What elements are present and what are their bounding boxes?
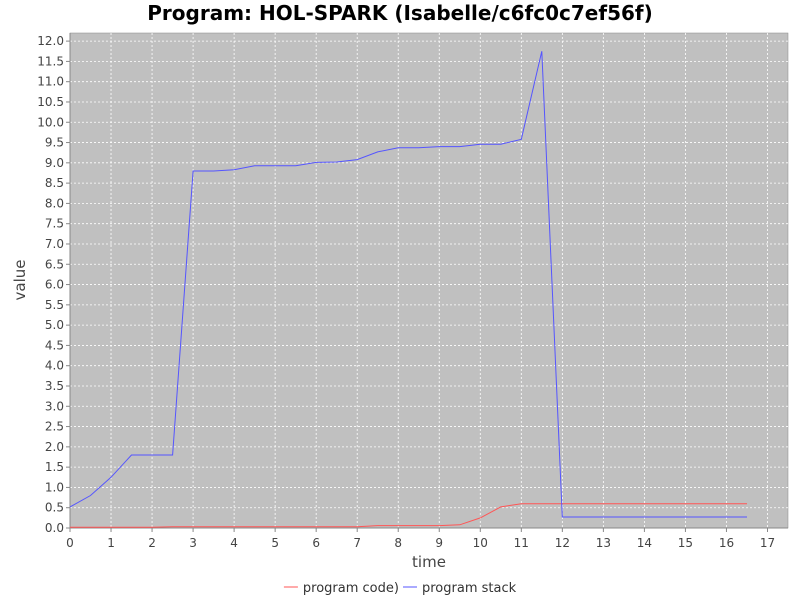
chart-title: Program: HOL-SPARK (Isabelle/c6fc0c7ef56… — [147, 1, 653, 25]
x-tick-label: 3 — [189, 536, 197, 550]
y-tick-label: 2.0 — [45, 440, 64, 454]
x-tick-label: 11 — [514, 536, 529, 550]
y-tick-label: 5.5 — [45, 298, 64, 312]
y-tick-label: 10.0 — [37, 115, 64, 129]
y-tick-label: 8.0 — [45, 196, 64, 210]
x-tick-label: 15 — [678, 536, 693, 550]
x-tick-label: 1 — [107, 536, 115, 550]
y-axis-label: value — [11, 260, 29, 301]
x-tick-label: 0 — [66, 536, 74, 550]
y-tick-label: 1.0 — [45, 480, 64, 494]
series-line-program-stack — [69, 51, 747, 518]
x-tick-label: 8 — [394, 536, 402, 550]
y-tick-label: 3.5 — [45, 379, 64, 393]
x-tick-label: 7 — [353, 536, 361, 550]
x-tick-label: 13 — [596, 536, 611, 550]
legend-item: program code) — [283, 581, 399, 596]
y-tick-label: 11.5 — [37, 54, 64, 68]
y-axis: 0.0 0.5 1.0 1.5 2.0 2.5 3.0 3.5 4.0 4.5 5.0 5.5 6.0 6… — [37, 33, 71, 535]
legend: program code) program stack — [283, 581, 517, 596]
series-layer — [69, 51, 747, 528]
x-tick-label: 12 — [555, 536, 570, 550]
legend-item: program stack — [403, 581, 517, 596]
y-tick-label: 0.0 — [45, 521, 64, 535]
y-tick-label: 2.5 — [45, 420, 64, 434]
x-tick-label: 5 — [271, 536, 279, 550]
plot-area — [69, 32, 789, 529]
y-tick-label: 8.5 — [45, 176, 64, 190]
y-tick-label: 9.0 — [45, 156, 64, 170]
y-tick-label: 5.0 — [45, 318, 64, 332]
y-tick-label: 3.0 — [45, 399, 64, 413]
y-tick-label: 12.0 — [37, 34, 64, 48]
y-tick-label: 11.0 — [37, 75, 64, 89]
y-tick-label: 1.5 — [45, 460, 64, 474]
x-tick-label: 6 — [312, 536, 320, 550]
legend-label: program stack — [422, 581, 517, 596]
x-tick-label: 9 — [435, 536, 443, 550]
y-tick-label: 6.0 — [45, 278, 64, 292]
x-tick-label: 14 — [637, 536, 652, 550]
x-tick-label: 16 — [719, 536, 734, 550]
x-axis: 0 1 2 3 4 5 6 7 8 9 10 11 12 13 14 15 16 17 — [66, 527, 788, 550]
y-tick-label: 7.5 — [45, 217, 64, 231]
y-tick-label: 4.5 — [45, 338, 64, 352]
x-tick-label: 10 — [473, 536, 488, 550]
y-tick-label: 9.5 — [45, 136, 64, 150]
x-tick-label: 2 — [148, 536, 156, 550]
grid — [69, 33, 788, 529]
y-tick-label: 4.0 — [45, 359, 64, 373]
legend-label: program code) — [303, 581, 399, 596]
y-tick-label: 0.5 — [45, 501, 64, 515]
x-axis-label: time — [412, 553, 446, 571]
series-line-program-code — [70, 503, 747, 528]
y-tick-label: 7.0 — [45, 237, 64, 251]
y-tick-label: 10.5 — [37, 95, 64, 109]
y-tick-label: 6.5 — [45, 257, 64, 271]
x-tick-label: 4 — [230, 536, 238, 550]
x-tick-label: 17 — [760, 536, 775, 550]
